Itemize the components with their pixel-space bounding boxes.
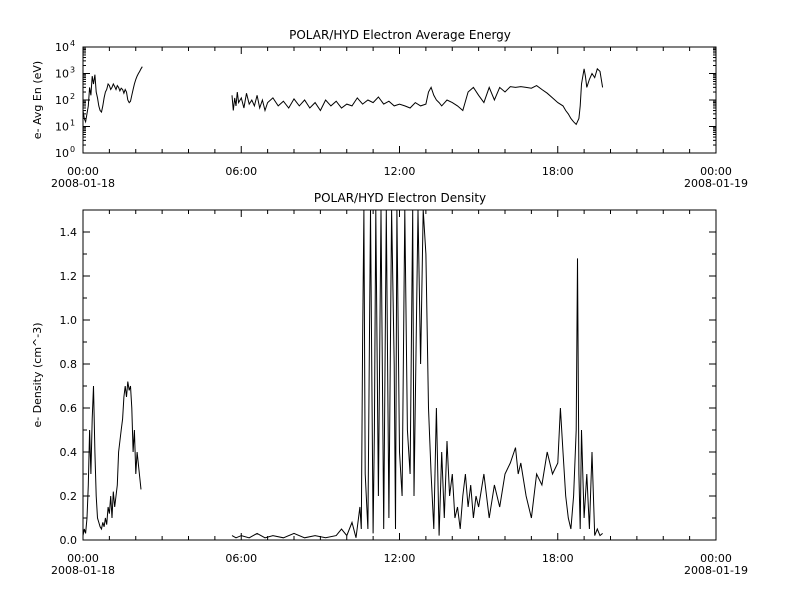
density-series [82, 209, 603, 539]
x-tick-label: 06:00 [225, 165, 257, 178]
x-tick-label: 18:00 [542, 165, 574, 178]
x-tick-label: 00:00 [700, 552, 732, 565]
y-tick-exponent: 4 [70, 39, 75, 48]
y-tick-base: 10 [55, 147, 69, 160]
y-tick-label: 0.4 [60, 446, 78, 459]
y-tick-base: 10 [55, 41, 69, 54]
data-line-segment [231, 209, 603, 539]
data-line-segment [231, 67, 604, 126]
data-line-segment [82, 66, 143, 124]
x-tick-label: 12:00 [384, 165, 416, 178]
y-tick-label: 10 [55, 147, 69, 160]
x-tick-date-label: 2008-01-19 [684, 177, 748, 190]
y-tick-exponent: 0 [70, 145, 75, 154]
density-y-axis-label: e- Density (cm^-3) [31, 322, 44, 427]
energy-y-axis-label: e- Avg En (eV) [31, 61, 44, 139]
y-tick-label: 1.2 [60, 270, 78, 283]
x-tick-label: 18:00 [542, 552, 574, 565]
x-tick-date-label: 2008-01-18 [51, 564, 115, 577]
x-tick-label: 00:00 [700, 165, 732, 178]
data-line-segment [82, 381, 142, 536]
density-panel: POLAR/HYD Electron Density e- Density (c… [31, 191, 748, 577]
energy-panel: POLAR/HYD Electron Average Energy e- Avg… [31, 28, 748, 190]
energy-plot-frame [82, 46, 717, 154]
y-tick-label: 0.6 [60, 402, 78, 415]
y-tick-label: 10 [55, 121, 69, 134]
y-tick-label: 0.2 [60, 490, 78, 503]
density-axis-ticks [82, 209, 717, 541]
x-tick-label: 12:00 [384, 552, 416, 565]
y-tick-label: 10 [55, 68, 69, 81]
density-plot-frame [82, 209, 717, 541]
y-tick-exponent: 3 [70, 66, 75, 75]
density-chart-title: POLAR/HYD Electron Density [314, 191, 486, 205]
density-y-tick-labels: 0.0 0.2 0.4 0.6 0.8 1.0 1.2 1.4 [60, 226, 78, 547]
energy-axis-ticks [82, 46, 717, 154]
y-tick-base: 10 [55, 68, 69, 81]
y-tick-exponent: 1 [70, 119, 75, 128]
y-tick-label: 10 [55, 41, 69, 54]
x-tick-date-label: 2008-01-18 [51, 177, 115, 190]
energy-series [82, 66, 604, 126]
y-tick-label: 1.0 [60, 314, 78, 327]
y-tick-label: 10 [55, 94, 69, 107]
x-tick-label: 06:00 [225, 552, 257, 565]
x-tick-date-label: 2008-01-19 [684, 564, 748, 577]
y-tick-base: 10 [55, 121, 69, 134]
y-tick-label: 0.0 [60, 534, 78, 547]
y-tick-base: 10 [55, 94, 69, 107]
y-tick-label: 0.8 [60, 358, 78, 371]
energy-chart-title: POLAR/HYD Electron Average Energy [289, 28, 511, 42]
x-tick-label: 00:00 [67, 552, 99, 565]
x-tick-label: 00:00 [67, 165, 99, 178]
y-tick-label: 1.4 [60, 226, 78, 239]
y-tick-exponent: 2 [70, 92, 75, 101]
